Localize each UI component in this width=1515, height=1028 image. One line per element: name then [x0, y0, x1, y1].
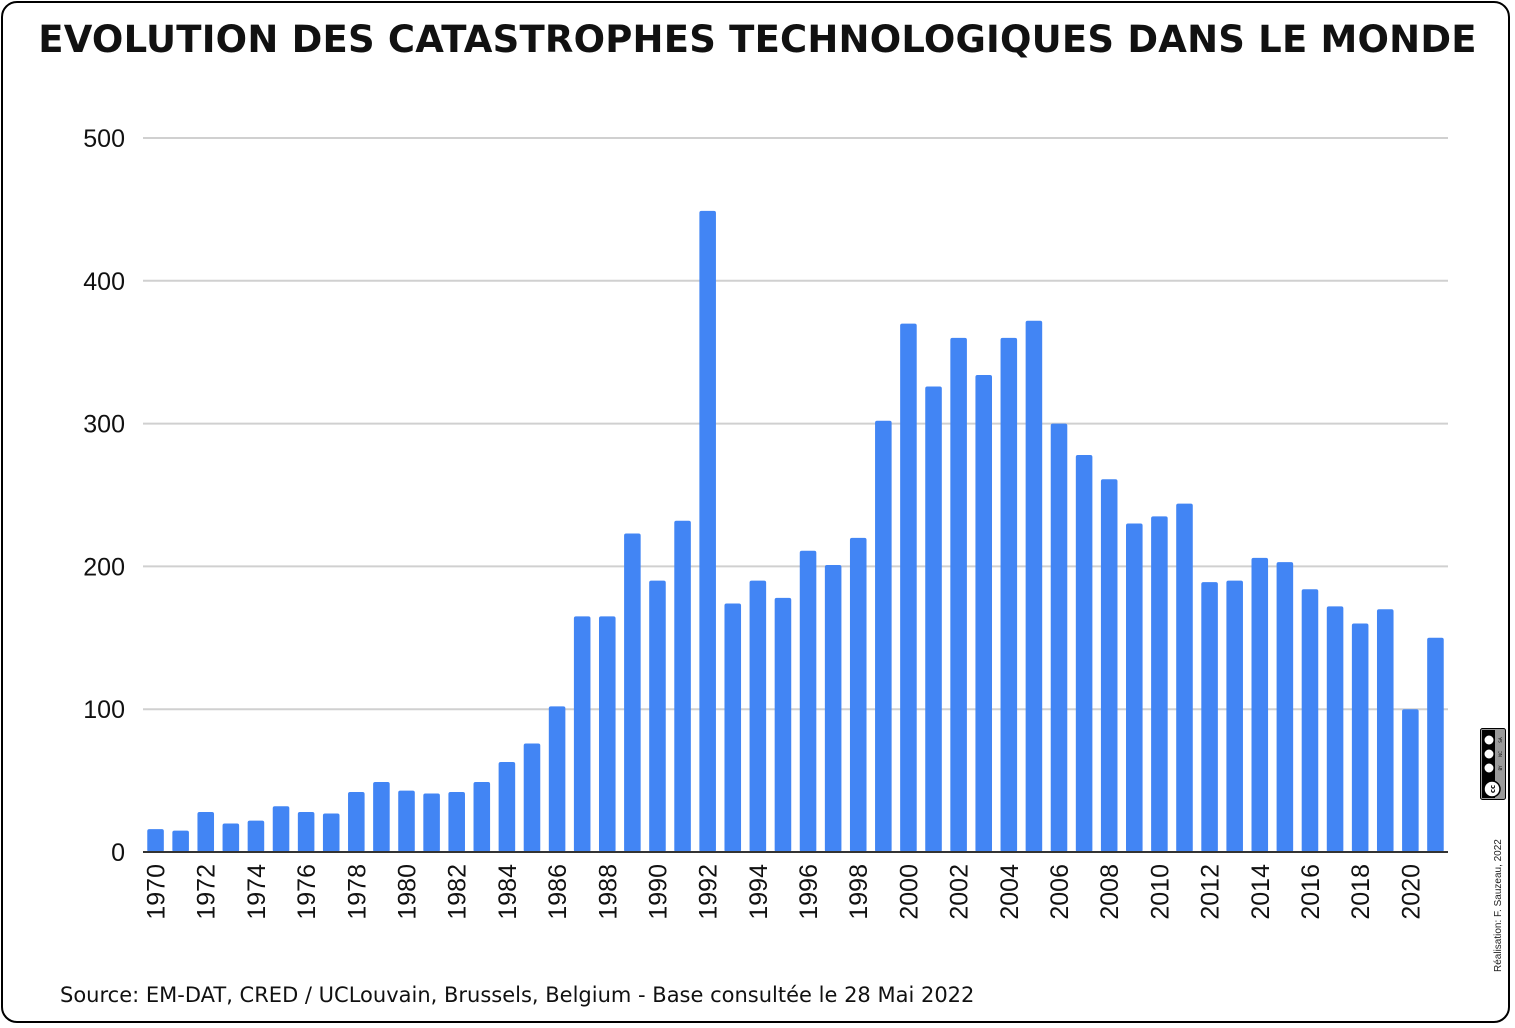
x-tick-label: 1982	[444, 864, 472, 920]
x-tick-label: 1990	[644, 864, 672, 920]
bar-2008	[1100, 479, 1118, 852]
y-tick-label: 300	[83, 411, 125, 439]
x-tick-label: 1998	[845, 864, 873, 920]
bar-1985	[523, 743, 541, 852]
x-tick-label: 1978	[343, 864, 371, 920]
svg-text:cc: cc	[1489, 785, 1497, 793]
bar-1989	[624, 533, 641, 852]
x-tick-label: 1974	[243, 864, 271, 920]
x-tick-label: 2020	[1397, 864, 1425, 920]
bar-2007	[1075, 455, 1093, 852]
y-tick-label: 400	[83, 268, 125, 296]
bar-2010	[1151, 516, 1168, 852]
bar-2011	[1176, 503, 1193, 852]
source-note: Source: EM-DAT, CRED / UCLouvain, Brusse…	[60, 983, 975, 1007]
x-axis-ticks: 1970 1972 1974 1976 1978 1980 1982 1984 1986 1988…	[143, 864, 1426, 920]
x-tick-label: 1984	[494, 864, 522, 920]
bars	[147, 210, 1444, 852]
bar-1975	[272, 806, 290, 852]
x-tick-label: 2010	[1146, 864, 1174, 920]
y-axis-ticks: 0 100 200 300 400 500	[83, 125, 125, 867]
bar-2021	[1427, 637, 1444, 852]
bar-2014	[1251, 557, 1269, 852]
bar-1976	[297, 812, 315, 852]
bar-2006	[1050, 423, 1068, 852]
bar-1977	[322, 813, 340, 852]
author-credit: Réalisation: F. Sauzeau, 2022	[1493, 839, 1504, 972]
x-tick-label: 2004	[996, 864, 1024, 920]
bar-1997	[824, 564, 842, 852]
bar-1981	[423, 793, 440, 852]
x-tick-label: 2012	[1197, 864, 1225, 920]
y-tick-label: 100	[83, 696, 125, 724]
x-tick-label: 1976	[293, 864, 321, 920]
x-tick-label: 2014	[1247, 864, 1275, 920]
bar-2002	[950, 337, 967, 852]
bar-2000	[900, 323, 917, 852]
x-tick-label: 2016	[1297, 864, 1325, 920]
bar-2015	[1276, 562, 1294, 852]
bar-1973	[222, 823, 240, 852]
x-tick-label: 2002	[946, 864, 974, 920]
cc-by-nc-sa-icon: cc BY NC SA	[1480, 728, 1506, 800]
bar-2018	[1351, 623, 1369, 852]
x-tick-label: 2008	[1096, 864, 1124, 920]
bar-1987	[573, 616, 591, 852]
x-tick-label: 1994	[745, 864, 773, 920]
bar-2005	[1025, 320, 1043, 852]
y-tick-label: 200	[83, 553, 125, 581]
bar-2001	[925, 386, 942, 852]
bar-1979	[373, 782, 390, 852]
gridlines	[143, 137, 1448, 711]
bar-1971	[172, 830, 189, 852]
y-tick-label: 0	[111, 839, 125, 867]
bar-1993	[724, 603, 742, 852]
bar-1995	[774, 597, 792, 852]
chart-title: EVOLUTION DES CATASTROPHES TECHNOLOGIQUE…	[38, 18, 1477, 61]
x-tick-label: 2006	[1046, 864, 1074, 920]
x-tick-label: 1970	[143, 864, 171, 920]
y-tick-label: 500	[83, 125, 125, 153]
cc-label-nc: NC	[1498, 751, 1503, 757]
x-tick-label: 1980	[394, 864, 422, 920]
x-tick-label: 1972	[193, 864, 221, 920]
x-tick-label: 2000	[895, 864, 923, 920]
bar-1970	[147, 829, 164, 852]
bar-1991	[674, 520, 691, 852]
x-tick-label: 1992	[695, 864, 723, 920]
bar-2019	[1376, 609, 1394, 852]
bar-2012	[1201, 582, 1218, 852]
bar-1994	[749, 580, 767, 852]
bar-2016	[1301, 589, 1319, 852]
bar-1990	[649, 580, 666, 852]
bar-2003	[975, 375, 993, 852]
bar-2004	[1000, 337, 1018, 852]
cc-label-by: BY	[1498, 765, 1503, 771]
bar-1984	[498, 762, 516, 852]
bar-1998	[849, 537, 867, 852]
cc-label-sa: SA	[1498, 737, 1503, 743]
x-tick-label: 1988	[594, 864, 622, 920]
bar-1982	[448, 792, 465, 852]
bar-1983	[473, 782, 491, 852]
x-tick-label: 2018	[1347, 864, 1375, 920]
bar-2013	[1226, 580, 1243, 852]
bar-2020	[1402, 709, 1419, 852]
bar-1972	[197, 812, 215, 852]
bar-1988	[598, 616, 616, 852]
bar-1974	[247, 820, 265, 852]
bar-2017	[1326, 606, 1344, 852]
bar-1986	[548, 706, 566, 852]
bar-1980	[398, 790, 415, 852]
bar-2009	[1126, 523, 1143, 852]
x-tick-label: 1986	[544, 864, 572, 920]
bar-1999	[875, 420, 892, 852]
bar-1996	[799, 550, 817, 852]
bar-1978	[348, 792, 365, 852]
x-tick-label: 1996	[795, 864, 823, 920]
bar-1992	[699, 210, 716, 852]
